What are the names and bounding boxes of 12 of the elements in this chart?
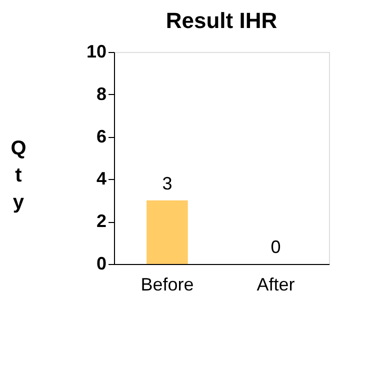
x-tick-label: Before [140, 274, 194, 294]
chart-title: Result IHR [166, 8, 278, 33]
y-tick-label: 8 [96, 84, 106, 104]
data-label: 0 [270, 237, 281, 257]
y-tick-label: 2 [96, 211, 106, 232]
y-tick-label: 10 [86, 42, 106, 62]
x-tick-label: After [256, 274, 295, 294]
y-tick-label: 4 [96, 168, 106, 189]
y-tick-label: 6 [96, 126, 106, 146]
y-tick-label: 0 [96, 254, 106, 274]
y-axis-title: Qty [10, 138, 26, 214]
data-label: 3 [162, 173, 172, 194]
